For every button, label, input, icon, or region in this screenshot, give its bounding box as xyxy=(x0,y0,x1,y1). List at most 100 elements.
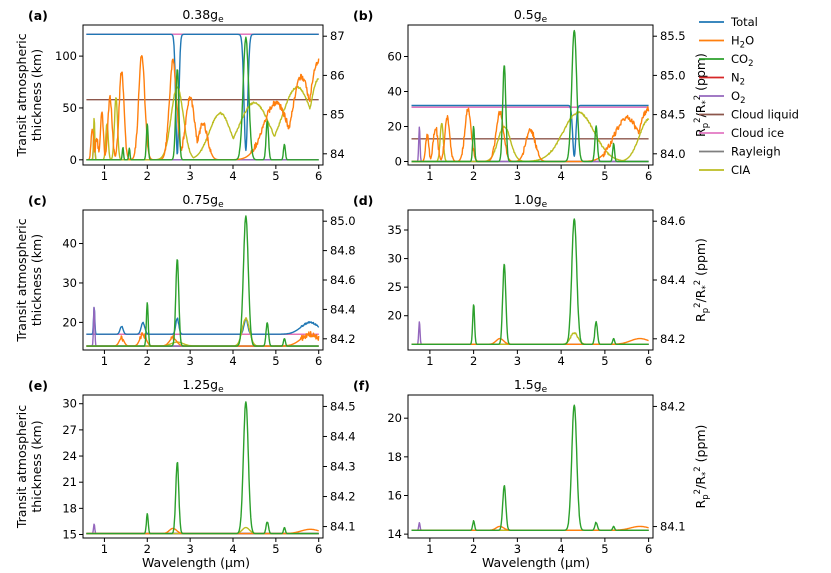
x-tick-label: 5 xyxy=(601,354,608,368)
series-line xyxy=(86,36,319,161)
panel-label: (c) xyxy=(28,193,47,208)
y2-tick-label: 84.2 xyxy=(660,399,686,413)
series-line xyxy=(411,106,650,163)
y2-tick-label: 84.2 xyxy=(330,332,356,346)
y2-tick-label: 84.3 xyxy=(330,460,356,474)
y2-tick-label: 84.2 xyxy=(330,490,356,504)
y-tick-label: 20 xyxy=(62,315,77,329)
panel-label: (b) xyxy=(353,8,373,23)
y-tick-label: 100 xyxy=(55,49,77,63)
y-tick-label: 16 xyxy=(387,488,402,502)
x-tick-label: 3 xyxy=(186,169,193,183)
x-tick-label: 1 xyxy=(426,542,433,556)
x-tick-label: 1 xyxy=(101,169,108,183)
legend-item: Rayleigh xyxy=(699,145,781,159)
x-tick-label: 1 xyxy=(426,354,433,368)
y-tick-label: 18 xyxy=(387,450,402,464)
plot-frame xyxy=(407,394,654,539)
y-tick-label: 20 xyxy=(387,411,402,425)
series-line xyxy=(411,404,649,531)
x-tick-label: 6 xyxy=(645,354,652,368)
x-tick-label: 6 xyxy=(645,169,652,183)
legend-item: Cloud ice xyxy=(699,126,784,140)
series-line xyxy=(86,215,319,347)
x-tick-label: 5 xyxy=(272,169,279,183)
x-tick-label: 6 xyxy=(315,542,322,556)
panel-2: 1 2 3 4 5 6 20 30 40 84.2 84.4 84.6 84.8 85.0 (c) 0.75g… xyxy=(14,192,356,368)
y-tick-label: 20 xyxy=(387,309,402,323)
legend-item: CIA xyxy=(699,163,750,177)
x-tick-label: 4 xyxy=(229,169,236,183)
panel-5: 1 2 3 4 5 6 14 16 18 20 84.1 84.2 (f) 1.5ge Rp2/R*2 (p… xyxy=(353,377,711,556)
y2-tick-label: 85.5 xyxy=(660,29,686,43)
y-tick-label: 24 xyxy=(62,449,77,463)
x-tick-label: 1 xyxy=(426,169,433,183)
panel-3: 1 2 3 4 5 6 20 25 30 35 84.2 84.4 84.6 (d) 1.0ge Rp2/R*… xyxy=(353,192,711,368)
panel-title: 0.5ge xyxy=(514,7,548,25)
legend-label: N2 xyxy=(731,71,745,88)
y-tick-label: 35 xyxy=(387,223,402,237)
y2-tick-label: 84.5 xyxy=(660,108,686,122)
y-tick-label: 20 xyxy=(387,120,402,134)
y2-tick-label: 85.0 xyxy=(660,68,686,82)
x-tick-label: 2 xyxy=(144,169,151,183)
y2-tick-label: 84.1 xyxy=(330,520,356,534)
series-line xyxy=(86,401,319,535)
panel-label: (d) xyxy=(353,193,373,208)
x-tick-label: 3 xyxy=(514,354,521,368)
y2-tick-label: 85.0 xyxy=(330,214,356,228)
x-tick-label: 3 xyxy=(186,354,193,368)
y-tick-label: 25 xyxy=(387,280,402,294)
xlabel-right: Wavelength (μm) xyxy=(482,555,590,570)
x-tick-label: 2 xyxy=(470,169,477,183)
y-axis-label: Transit atmosphericthickness (km) xyxy=(14,218,44,342)
x-tick-label: 2 xyxy=(470,542,477,556)
x-tick-label: 5 xyxy=(272,542,279,556)
x-tick-label: 1 xyxy=(101,542,108,556)
y2-tick-label: 84.4 xyxy=(330,302,356,316)
x-tick-label: 5 xyxy=(601,542,608,556)
legend-label: O2 xyxy=(731,89,745,106)
legend-item: CO2 xyxy=(699,52,754,69)
x-tick-label: 3 xyxy=(186,542,193,556)
y2-tick-label: 84.0 xyxy=(660,147,686,161)
xlabel-left: Wavelength (μm) xyxy=(142,555,250,570)
series-line xyxy=(411,104,649,157)
legend-item: O2 xyxy=(699,89,745,106)
y2-tick-label: 84.6 xyxy=(330,273,356,287)
y-tick-label: 50 xyxy=(62,101,77,115)
panel-title: 1.25ge xyxy=(182,377,224,395)
panel-4: 1 2 3 4 5 6 15 18 21 24 27 30 84.1 84.2 84.3 84.4 84.5 (e… xyxy=(14,377,356,556)
x-tick-label: 5 xyxy=(272,354,279,368)
legend-label: Rayleigh xyxy=(731,145,781,159)
y-tick-label: 60 xyxy=(387,50,402,64)
panel-title: 1.5ge xyxy=(514,377,548,395)
y-tick-label: 30 xyxy=(62,276,77,290)
legend-item: Total xyxy=(699,15,758,29)
plot-frame xyxy=(82,209,324,351)
y2-tick-label: 84 xyxy=(330,147,345,161)
plot-frame xyxy=(407,209,654,351)
y2-tick-label: 84.4 xyxy=(330,429,356,443)
y2-tick-label: 87 xyxy=(330,29,345,43)
series-line xyxy=(86,306,320,335)
y2-tick-label: 84.4 xyxy=(660,273,686,287)
x-tick-label: 4 xyxy=(229,542,236,556)
panel-1: 123456020406084.084.585.085.5(b)0.5geRp2… xyxy=(353,7,711,183)
x-tick-label: 2 xyxy=(470,354,477,368)
legend-label: H2O xyxy=(731,34,754,51)
y-tick-label: 0 xyxy=(70,153,77,167)
y-tick-label: 27 xyxy=(62,423,77,437)
series-line xyxy=(86,55,320,161)
plot-frame xyxy=(82,394,324,539)
y-tick-label: 0 xyxy=(395,155,402,169)
x-tick-label: 6 xyxy=(645,542,652,556)
legend-label: Total xyxy=(730,15,758,29)
y-tick-label: 14 xyxy=(387,527,402,541)
y-axis-label: Transit atmosphericthickness (km) xyxy=(14,405,44,529)
x-tick-label: 4 xyxy=(557,354,564,368)
y2-tick-label: 84.8 xyxy=(330,244,356,258)
panel-label: (e) xyxy=(28,378,48,393)
